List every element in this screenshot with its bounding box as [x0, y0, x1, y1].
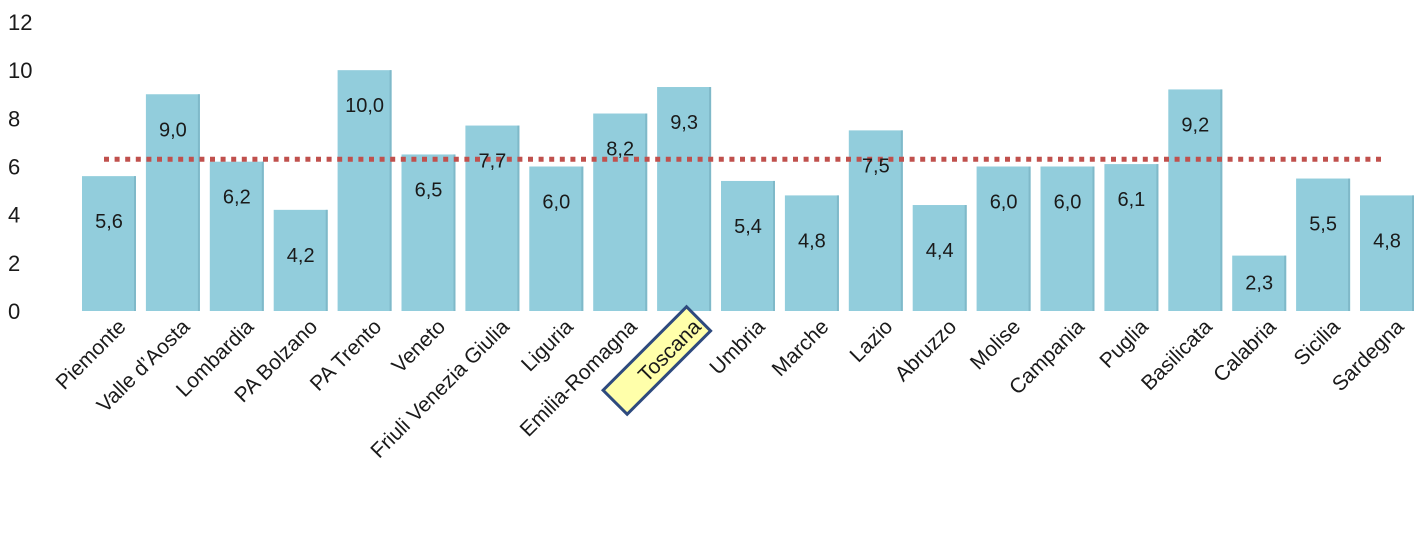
- bar-edge: [773, 180, 775, 311]
- data-label: 6,5: [415, 179, 443, 201]
- bar: [1296, 178, 1351, 311]
- data-label: 4,8: [798, 230, 826, 252]
- data-labels: 5,6 9,0 6,2 4,2 10,0 6,5 7,7 6,0 8,2 9,3 5,4 4,8 7,5…: [95, 95, 1401, 294]
- data-label: 10,0: [345, 95, 384, 117]
- bar-edge: [964, 205, 967, 311]
- category-label-text: Marche: [768, 315, 834, 381]
- bar-edge: [261, 161, 264, 311]
- bar: [337, 70, 392, 312]
- data-label: 5,4: [734, 216, 762, 238]
- bar: [1360, 195, 1414, 311]
- category-label-text: Abruzzo: [890, 315, 961, 386]
- category-label-text: Calabria: [1209, 315, 1281, 387]
- bar-edge: [453, 154, 456, 311]
- bar: [976, 166, 1031, 311]
- bar: [1232, 255, 1287, 311]
- y-tick-label: 6: [8, 155, 20, 180]
- bar-edge: [1156, 164, 1159, 311]
- data-label: 6,2: [223, 187, 251, 209]
- bar-edge: [1284, 255, 1287, 311]
- bar: [529, 166, 584, 311]
- data-label: 9,2: [1181, 114, 1209, 136]
- bar: [465, 125, 520, 311]
- bar: [209, 161, 264, 311]
- data-label: 5,6: [95, 211, 123, 233]
- category-label-text: Veneto: [388, 315, 451, 378]
- bar-edge: [1220, 89, 1223, 311]
- category-label: Abruzzo: [890, 315, 961, 386]
- category-label: Calabria: [1209, 315, 1281, 387]
- highlight-box: [600, 304, 713, 417]
- bar-edge: [1092, 166, 1095, 311]
- data-label: 4,2: [287, 245, 315, 267]
- category-label: Lazio: [846, 315, 898, 367]
- bar: [145, 94, 200, 311]
- data-label: 4,8: [1373, 230, 1401, 252]
- y-axis: 0 2 4 6 8 10 12: [8, 10, 32, 324]
- bar-edge: [581, 166, 584, 311]
- bar: [593, 113, 648, 312]
- category-label-text: Sicilia: [1290, 315, 1345, 370]
- category-label: Marche: [768, 315, 834, 381]
- data-label: 9,0: [159, 119, 187, 141]
- data-label: 8,2: [606, 139, 634, 161]
- data-label: 7,5: [862, 155, 890, 177]
- bar-edge: [836, 195, 839, 311]
- y-tick-label: 8: [8, 106, 20, 131]
- data-label: 4,4: [926, 240, 954, 262]
- data-label: 6,0: [1054, 192, 1082, 214]
- bar: [1168, 89, 1223, 311]
- bar-edge: [389, 70, 392, 312]
- bar-edge: [325, 209, 328, 311]
- bar-edge: [517, 125, 520, 311]
- bars: [82, 70, 1414, 312]
- data-label: 6,1: [1117, 189, 1145, 211]
- data-label: 5,5: [1309, 214, 1337, 236]
- bar-edge: [709, 87, 712, 312]
- category-label-text: Umbria: [705, 315, 769, 379]
- bar: [721, 180, 775, 311]
- category-label: Liguria: [517, 315, 578, 376]
- category-label-text: Puglia: [1095, 315, 1153, 373]
- bar: [273, 209, 328, 311]
- bar-edge: [134, 176, 136, 311]
- bar-edge: [1412, 195, 1414, 311]
- y-tick-label: 10: [8, 58, 32, 83]
- bar-edge: [645, 113, 648, 312]
- data-label: 7,7: [478, 151, 506, 173]
- data-label: 6,0: [990, 192, 1018, 214]
- bar: [784, 195, 839, 311]
- category-label: Molise: [966, 315, 1025, 374]
- bar: [1040, 166, 1095, 311]
- category-label-text: Basilicata: [1137, 315, 1217, 395]
- data-label: 6,0: [542, 192, 570, 214]
- category-label: Veneto: [388, 315, 451, 378]
- category-label: Umbria: [705, 315, 769, 379]
- bar: [82, 176, 136, 311]
- y-tick-label: 12: [8, 10, 32, 35]
- y-tick-label: 0: [8, 299, 20, 324]
- y-tick-label: 4: [8, 203, 20, 228]
- category-label-text: Molise: [966, 315, 1025, 374]
- bar-edge: [1348, 178, 1351, 311]
- category-label: Sicilia: [1290, 315, 1345, 370]
- category-label: Puglia: [1095, 315, 1153, 373]
- bar: [1104, 164, 1159, 311]
- bar: [401, 154, 456, 311]
- bar-edge: [900, 130, 903, 311]
- category-label: Basilicata: [1137, 315, 1217, 395]
- data-label: 9,3: [670, 112, 698, 134]
- category-label-text: Lazio: [846, 315, 898, 367]
- bar-edge: [197, 94, 200, 311]
- data-label: 2,3: [1245, 273, 1273, 295]
- category-label-text: Liguria: [517, 315, 578, 376]
- y-tick-label: 2: [8, 251, 20, 276]
- bar: [912, 205, 967, 311]
- bar: [657, 87, 712, 312]
- bar-edge: [1028, 166, 1031, 311]
